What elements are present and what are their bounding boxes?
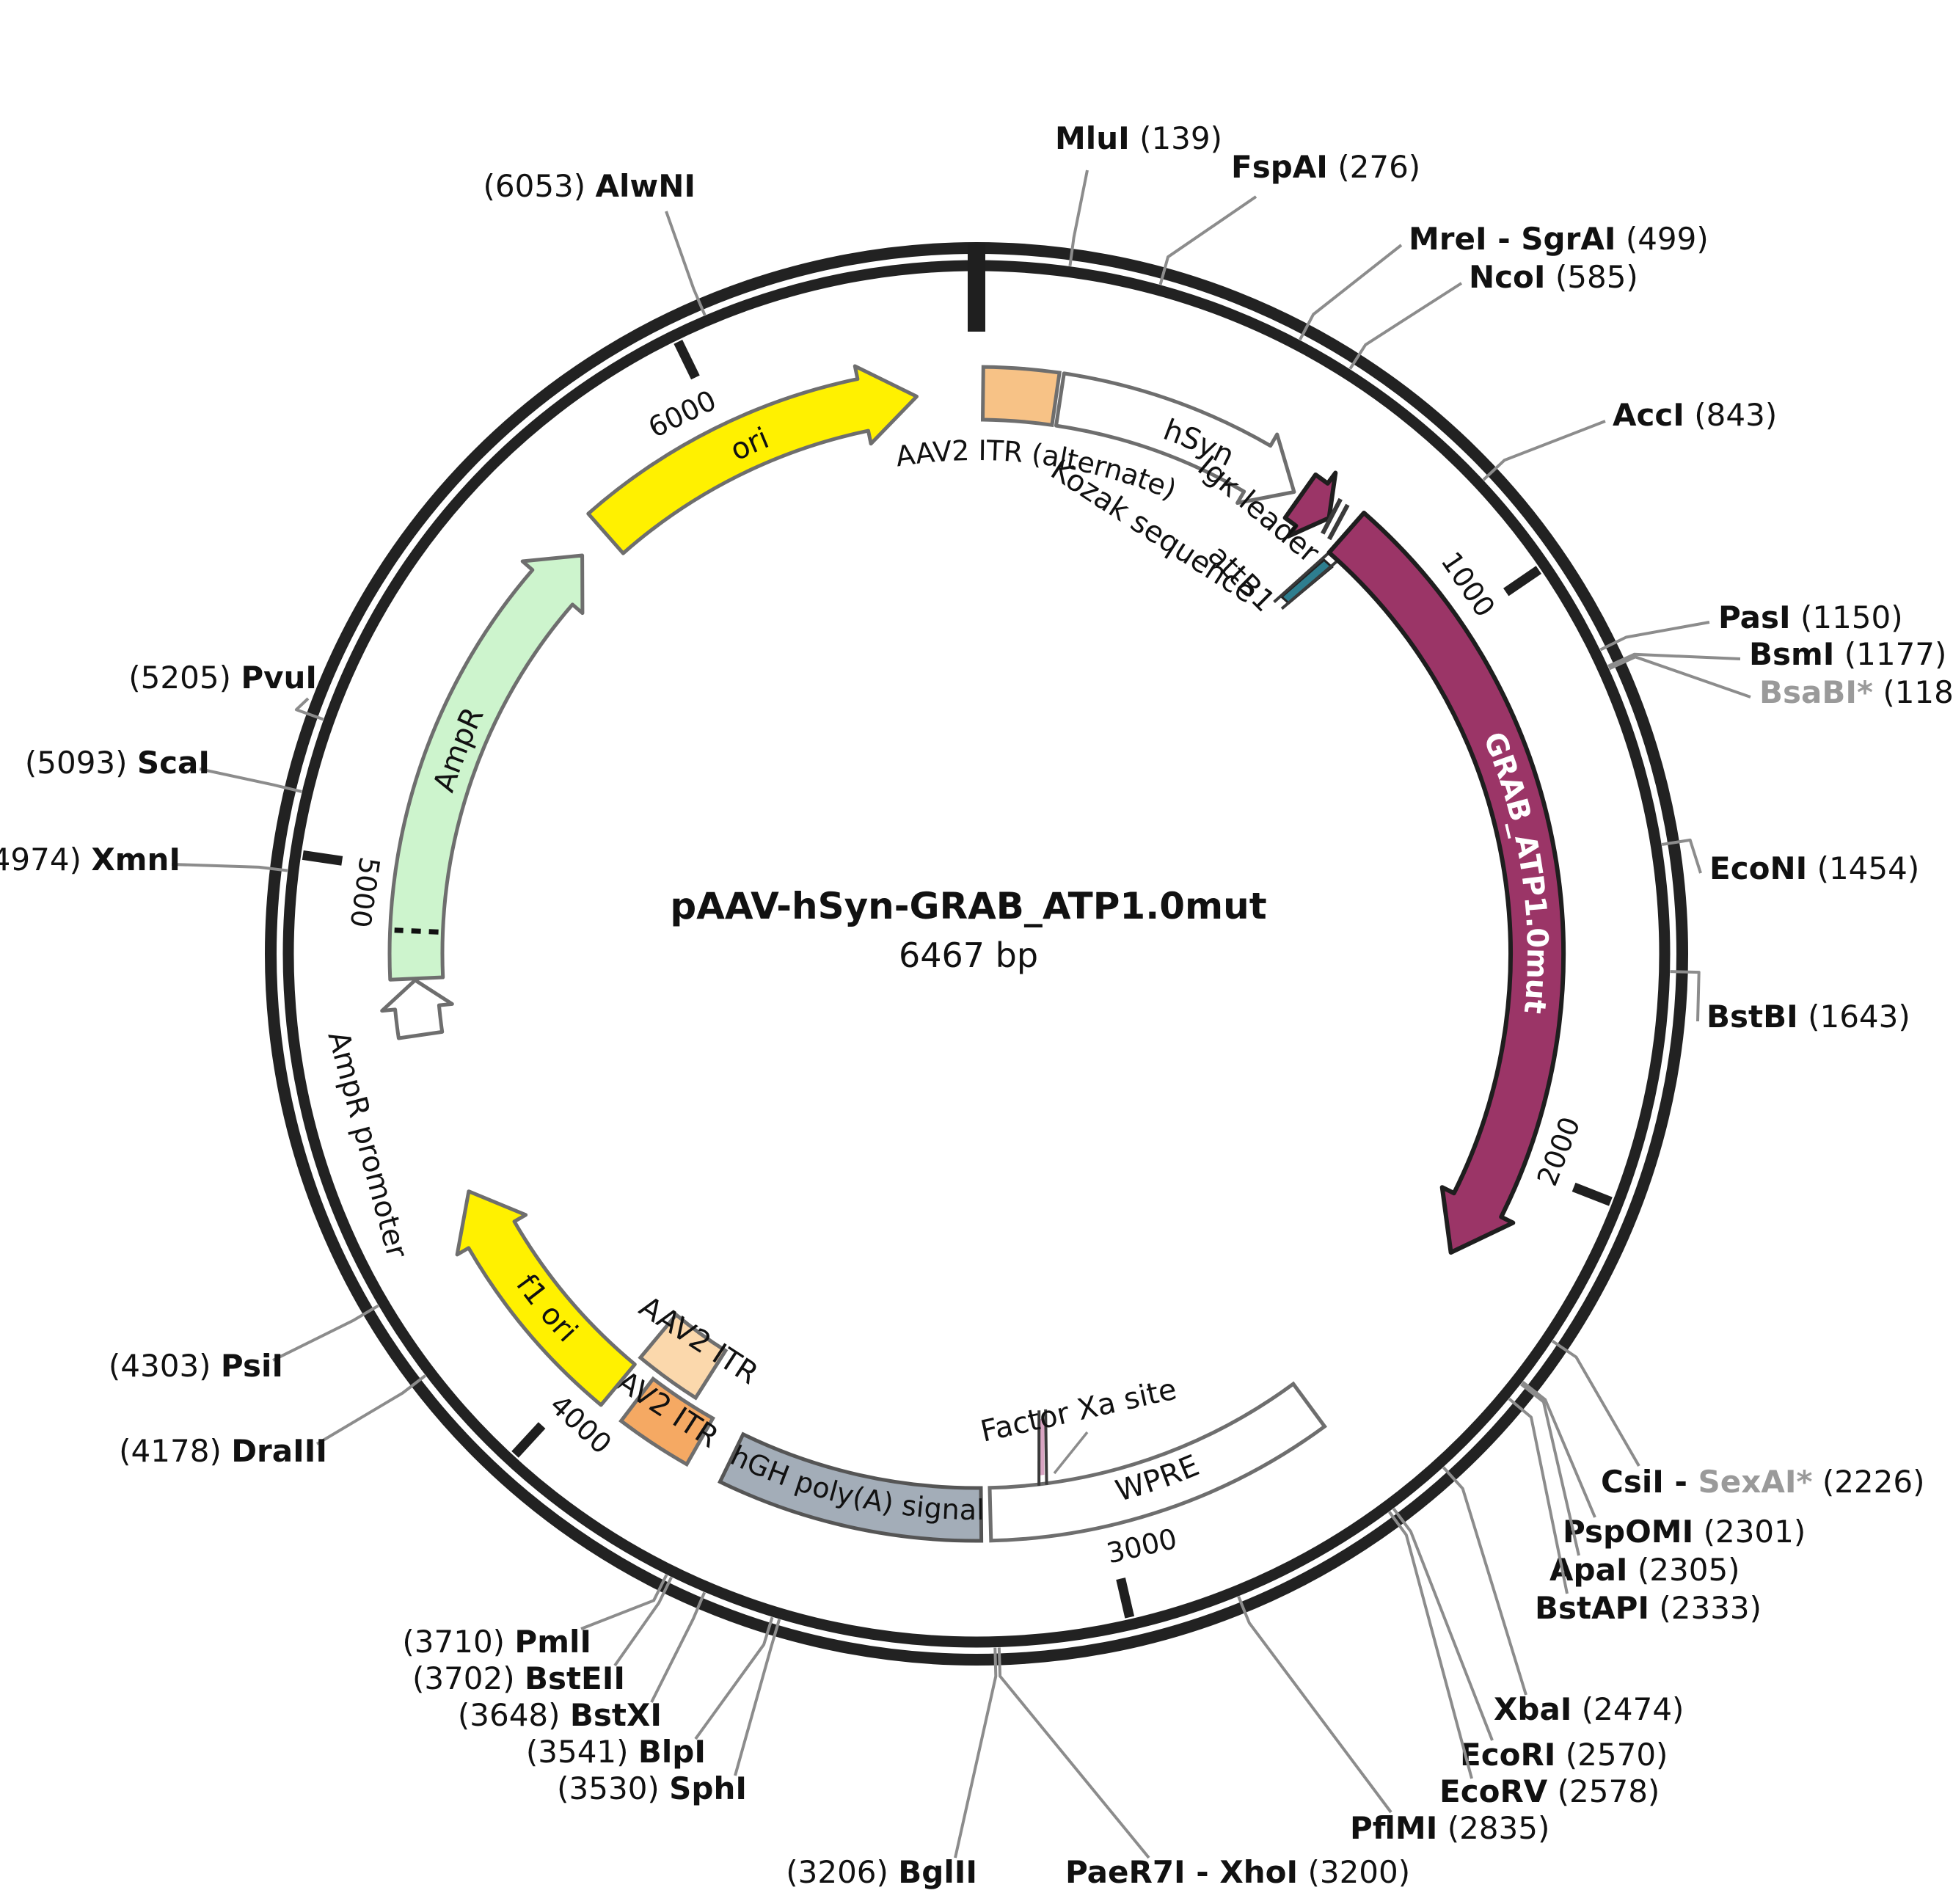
enzyme-label: (3702) BstEII bbox=[412, 1660, 625, 1696]
feature-ampr-promoter bbox=[380, 978, 454, 1040]
enzyme-leader bbox=[1237, 1596, 1392, 1814]
enzyme-leader bbox=[1607, 652, 1741, 668]
plasmid-title: pAAV-hSyn-GRAB_ATP1.0mut bbox=[670, 885, 1266, 927]
enzyme-leader bbox=[1442, 1466, 1527, 1696]
enzyme-leader bbox=[1551, 1340, 1640, 1467]
plasmid-length: 6467 bp bbox=[899, 935, 1038, 975]
enzyme-label: (3530) SphI bbox=[557, 1770, 747, 1806]
enzyme-leader bbox=[1392, 1507, 1494, 1741]
enzyme-label: MreI - SgrAI (499) bbox=[1409, 221, 1709, 257]
enzyme-label: PspOMI (2301) bbox=[1563, 1514, 1806, 1550]
feature-kozak-sequence-mark0 bbox=[1321, 497, 1343, 535]
enzyme-label: EcoRV (2578) bbox=[1439, 1773, 1660, 1809]
feature-attb1 bbox=[1280, 558, 1334, 605]
enzyme-leader bbox=[1508, 1397, 1569, 1594]
enzyme-label: (4178) DraIII bbox=[119, 1433, 327, 1469]
enzyme-label: CsiI - SexAI* (2226) bbox=[1601, 1464, 1924, 1500]
enzyme-label: ApaI (2305) bbox=[1549, 1552, 1740, 1588]
feature-hgh-polya-signal bbox=[718, 1431, 984, 1543]
enzyme-label: FspAI (276) bbox=[1231, 149, 1420, 185]
enzyme-leader bbox=[665, 211, 707, 316]
enzyme-label: PasI (1150) bbox=[1718, 599, 1903, 635]
enzyme-leader bbox=[199, 767, 302, 793]
feature-ori bbox=[586, 364, 919, 555]
enzyme-leader bbox=[1387, 1511, 1473, 1779]
enzyme-label: PaeR7I - XhoI (3200) bbox=[1065, 1854, 1410, 1890]
enzyme-label: (5205) PvuI bbox=[128, 660, 317, 696]
feature-aav2-itr-alternate bbox=[980, 365, 1062, 428]
enzyme-leader bbox=[580, 1574, 668, 1630]
enzyme-label: NcoI (585) bbox=[1469, 259, 1638, 295]
enzyme-label: (3206) BglII bbox=[786, 1854, 977, 1890]
feature-attb1-edge bbox=[1280, 558, 1340, 610]
enzyme-leader bbox=[1608, 655, 1751, 699]
enzyme-leader bbox=[734, 1619, 781, 1776]
enzyme-leader bbox=[1299, 244, 1403, 340]
scale-label-3000: 3000 bbox=[1103, 1522, 1180, 1570]
feature-ampr bbox=[387, 553, 585, 982]
scale-tick-5000 bbox=[302, 850, 343, 866]
feature-factor-xa-site-edge bbox=[1044, 1409, 1048, 1485]
feature-attb1-edge bbox=[1273, 550, 1332, 604]
enzyme-label: (6053) AlwNI bbox=[483, 168, 696, 204]
enzyme-label: (4303) PsiI bbox=[109, 1348, 283, 1384]
feature-f1-ori bbox=[455, 1189, 637, 1407]
enzyme-leader bbox=[1158, 195, 1257, 285]
feature-kozak-sequence-mark1 bbox=[1327, 503, 1350, 541]
enzyme-leader bbox=[315, 1374, 426, 1445]
enzyme-leader bbox=[650, 1591, 707, 1703]
enzyme-label: BstBI (1643) bbox=[1706, 999, 1910, 1035]
enzyme-label: XbaI (2474) bbox=[1494, 1691, 1684, 1727]
feature-igk-leader bbox=[1282, 470, 1338, 539]
enzyme-leader bbox=[272, 1304, 379, 1362]
feature-ampr-promoter-label: AmpR promoter bbox=[321, 1028, 414, 1262]
enzyme-label: AccI (843) bbox=[1613, 397, 1777, 433]
scale-tick-2000 bbox=[1571, 1182, 1613, 1206]
enzyme-label: BsaBI* (1181) bbox=[1759, 674, 1953, 710]
enzyme-label: BstAPI (2333) bbox=[1535, 1590, 1762, 1626]
enzyme-label: MluI (139) bbox=[1055, 120, 1222, 156]
enzyme-label: BsmI (1177) bbox=[1749, 636, 1946, 672]
enzyme-leader bbox=[1520, 1382, 1580, 1556]
scale-tick-6000 bbox=[673, 340, 700, 380]
enzyme-label: (4974) XmnI bbox=[0, 842, 180, 878]
feature-aav2-itr-outer bbox=[618, 1376, 716, 1467]
enzyme-leader bbox=[694, 1616, 774, 1740]
feature-factor-xa-site-leader bbox=[1053, 1431, 1089, 1475]
enzyme-label: EcoRI (2570) bbox=[1460, 1737, 1668, 1773]
enzyme-label: EcoNI (1454) bbox=[1709, 850, 1919, 886]
enzyme-leader bbox=[1068, 169, 1089, 266]
enzyme-label: (5093) ScaI bbox=[25, 745, 210, 781]
enzyme-leader bbox=[997, 1647, 1150, 1859]
enzyme-leader bbox=[294, 697, 324, 721]
enzyme-leader bbox=[613, 1576, 673, 1667]
feature-grab-atp bbox=[1326, 511, 1566, 1255]
feature-aav2-itr-inner bbox=[638, 1312, 729, 1401]
feature-wpre bbox=[988, 1381, 1327, 1543]
enzyme-leader bbox=[1599, 621, 1710, 652]
scale-tick-3000 bbox=[1116, 1577, 1135, 1619]
enzyme-label: (3710) PmlI bbox=[402, 1624, 591, 1660]
enzyme-leader bbox=[1348, 282, 1463, 370]
enzyme-leader bbox=[1661, 838, 1702, 874]
scale-tick-1000 bbox=[1503, 566, 1541, 597]
feature-hsyn-promoter bbox=[1054, 371, 1296, 505]
feature-factor-xa-site-label: Factor Xa site bbox=[977, 1373, 1180, 1449]
enzyme-leader bbox=[1482, 420, 1606, 481]
enzyme-label: (3541) BlpI bbox=[526, 1734, 706, 1770]
enzyme-leader bbox=[954, 1647, 998, 1859]
enzyme-leader bbox=[1670, 970, 1701, 1022]
scale-tick-4000 bbox=[511, 1422, 546, 1458]
enzyme-label: (3648) BstXI bbox=[458, 1697, 662, 1733]
enzyme-label: PflMI (2835) bbox=[1350, 1810, 1549, 1846]
enzyme-leader bbox=[171, 863, 288, 872]
feature-ampr-boundary bbox=[394, 927, 439, 935]
scale-label-5000: 5000 bbox=[343, 855, 386, 930]
enzyme-leader bbox=[1522, 1381, 1596, 1518]
